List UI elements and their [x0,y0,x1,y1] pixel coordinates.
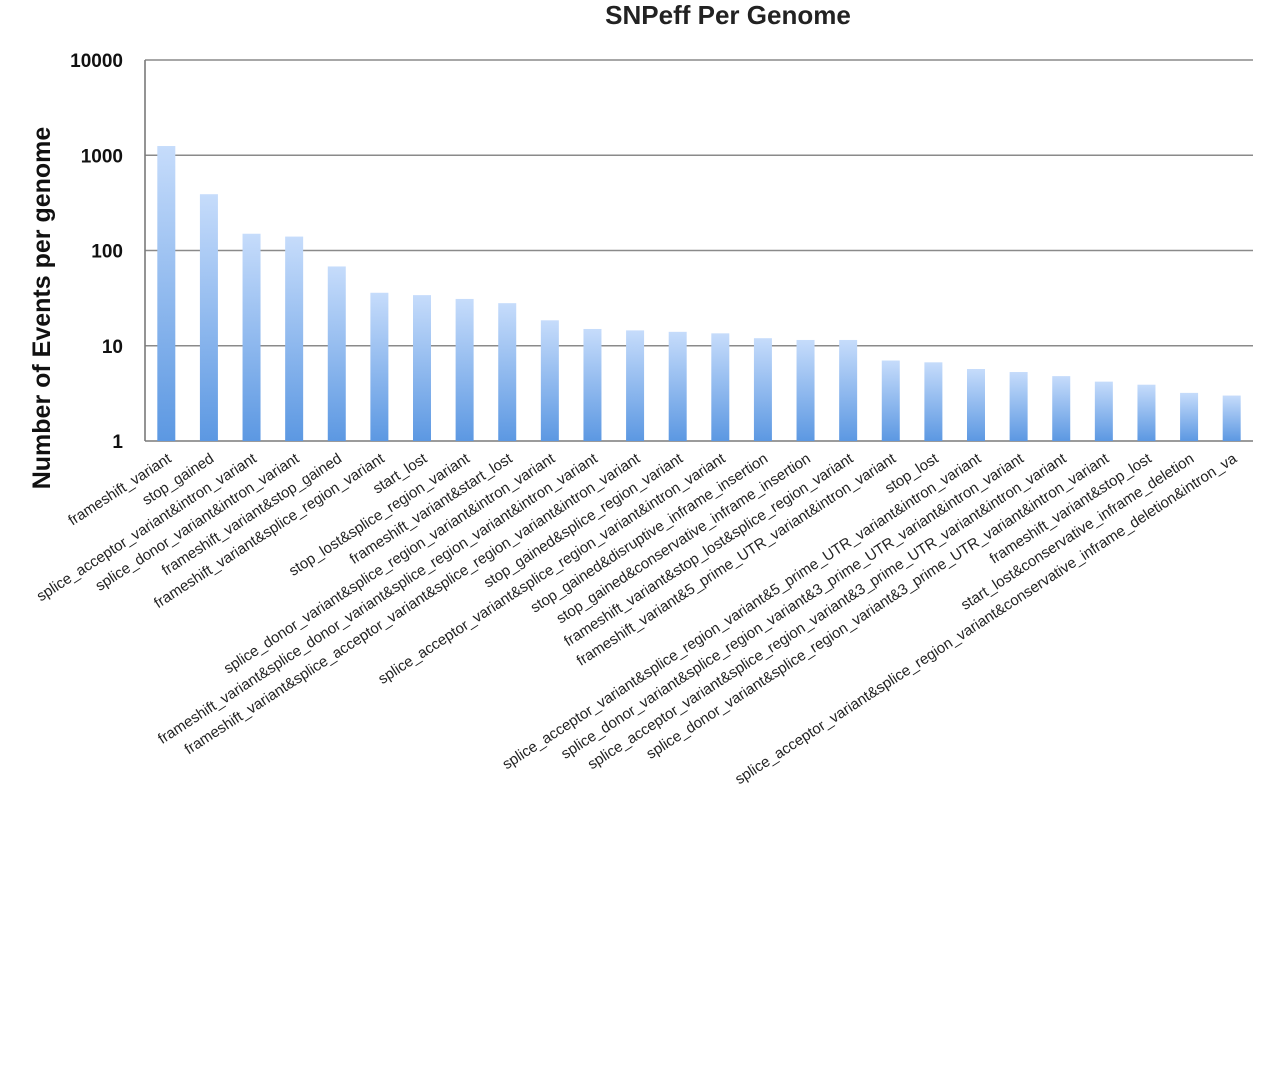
bar [1180,392,1199,441]
bar [540,320,559,441]
bar [1052,376,1071,441]
bar [796,339,815,441]
bar [668,331,687,441]
y-tick-label: 10000 [70,51,123,72]
y-tick-label: 100 [91,242,123,263]
bar [839,339,858,441]
bar [1009,372,1028,441]
bar [924,362,943,441]
y-tick-label: 1000 [81,146,123,167]
bar [711,333,730,441]
bar [199,194,218,441]
chart-title: SNPeff Per Genome [605,0,851,30]
bar [1094,381,1113,441]
bar [1137,384,1156,441]
y-tick-label: 1 [112,432,123,453]
bar [242,233,261,441]
bar [753,338,772,441]
bar [157,146,176,441]
bar [967,369,985,441]
x-tick-labels: frameshift_variantstop_gainedsplice_acce… [34,450,1241,789]
y-tick-label: 10 [102,337,123,358]
y-axis-label: Number of Events per genome [28,127,56,490]
gridlines [144,59,1253,442]
bar [1222,395,1241,441]
bar [583,328,602,441]
bar [370,292,389,441]
bar [455,298,474,441]
bar [327,266,346,441]
bar [413,295,431,441]
bar [285,236,304,441]
bar [498,303,517,441]
bars [157,146,1241,441]
y-tick-labels: 1 10 100 1000 10000 [70,51,123,453]
bar [881,360,900,441]
bar [626,330,645,441]
